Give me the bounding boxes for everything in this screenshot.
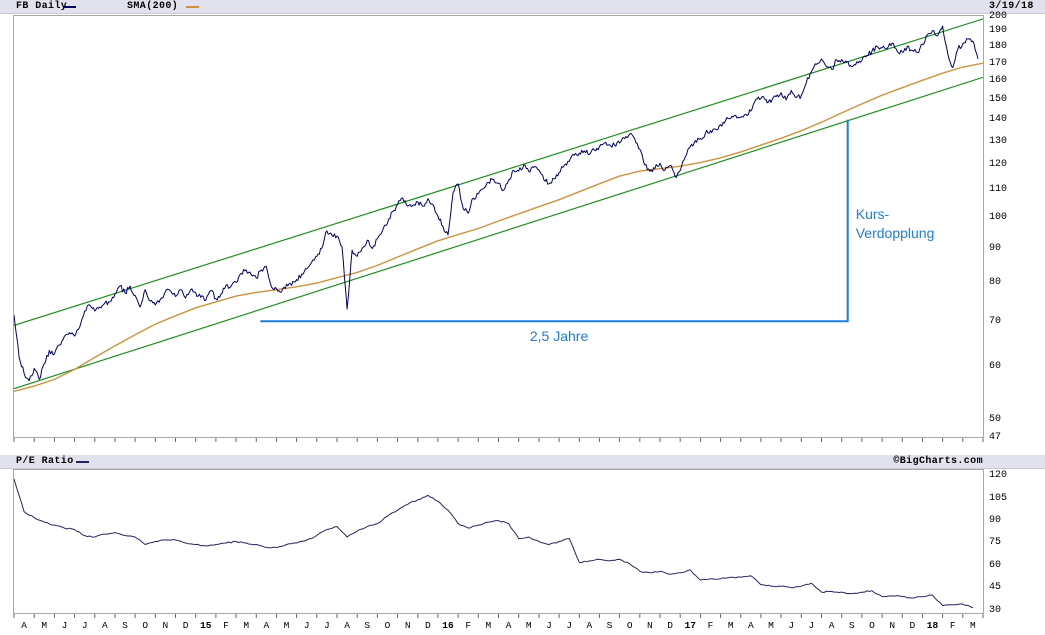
sma-line <box>14 62 983 392</box>
pe-line <box>14 478 974 609</box>
month-label: J <box>788 620 795 631</box>
symbol-label: FB Daily <box>16 1 68 12</box>
y-tick-label: 120 <box>989 159 1008 170</box>
y-tick-label: 60 <box>989 559 1002 571</box>
pe-header: P/E Ratio ©BigCharts.com <box>0 455 1045 469</box>
month-label: D <box>425 620 431 631</box>
doubling-label-line1: Kurs- <box>855 206 890 223</box>
y-tick-label: 180 <box>989 41 1008 53</box>
bigcharts-copyright: ©BigCharts.com <box>893 456 983 467</box>
month-label: 15 <box>200 620 212 631</box>
pe-x-ticks <box>13 614 984 618</box>
pe-y-axis: 120 105 90 75 60 45 30 <box>989 0 1041 635</box>
month-label: N <box>647 620 653 631</box>
doubling-annotation-line <box>260 119 849 323</box>
chart-date: 3/19/18 <box>989 1 1034 12</box>
month-label: M <box>41 620 48 631</box>
month-label: N <box>404 620 411 631</box>
y-tick-label: 90 <box>989 242 1002 254</box>
month-label: A <box>263 620 270 631</box>
y-tick-label: 90 <box>989 515 1002 527</box>
month-label: S <box>122 620 128 631</box>
y-tick-label: 105 <box>989 492 1008 504</box>
month-label: O <box>142 620 149 631</box>
y-tick-label: 130 <box>989 135 1008 147</box>
y-tick-label: 30 <box>989 604 1002 616</box>
month-label: 16 <box>442 620 454 631</box>
month-label: M <box>485 620 492 631</box>
month-label: M <box>243 620 250 631</box>
price-legend-dash-icon <box>63 6 76 8</box>
y-tick-label: 140 <box>989 114 1008 126</box>
month-label: D <box>182 620 189 631</box>
month-label: O <box>869 620 875 631</box>
month-label: N <box>162 620 169 631</box>
y-tick-label: 160 <box>989 75 1008 87</box>
duration-label: 2,5 Jahre <box>529 328 589 345</box>
channel-lower-line <box>14 76 983 390</box>
price-line <box>14 25 979 382</box>
main-chart-header: FB Daily SMA(200) 3/19/18 <box>0 0 1045 14</box>
y-tick-label: 70 <box>989 315 1002 327</box>
month-label: A <box>586 620 593 631</box>
month-label: 17 <box>684 620 696 631</box>
month-label: A <box>344 620 350 631</box>
y-tick-label: 47 <box>989 431 1002 443</box>
month-label: A <box>828 620 835 631</box>
y-tick-label: 170 <box>989 57 1008 69</box>
month-label: 18 <box>926 620 939 631</box>
month-label: A <box>102 620 108 631</box>
month-label: M <box>970 620 976 631</box>
pe-ratio-label: P/E Ratio <box>16 456 74 467</box>
month-label: A <box>748 620 754 631</box>
month-label: F <box>949 620 956 631</box>
month-label: O <box>626 620 633 631</box>
sma-legend-dash-icon <box>186 6 199 8</box>
month-label: S <box>606 620 613 631</box>
pe-legend-dash-icon <box>76 461 89 463</box>
month-label: A <box>21 620 27 631</box>
month-label: J <box>61 620 68 631</box>
y-tick-label: 45 <box>989 582 1002 594</box>
month-label: N <box>889 620 896 631</box>
month-label: F <box>465 620 472 631</box>
price-y-axis: 200 190 180 170 160 150 140 130 120 110 100 90 80 70 6… <box>989 0 1041 635</box>
y-tick-label: 120 <box>989 470 1008 482</box>
month-label: D <box>909 620 916 631</box>
y-tick-label: 80 <box>989 276 1002 288</box>
month-label: S <box>364 620 371 631</box>
month-label: M <box>768 620 774 631</box>
month-label: J <box>566 620 573 631</box>
x-axis-month-labels: A M J J A S O N D 15 F M A M J J A S O N D 16 F M A M J J A S O N D 17 F M A… <box>14 620 994 632</box>
month-label: O <box>384 620 391 631</box>
month-label: M <box>727 620 734 631</box>
month-label: J <box>303 620 310 631</box>
month-label: J <box>81 620 88 631</box>
month-label: F <box>707 620 714 631</box>
month-label: D <box>667 620 673 631</box>
month-label: J <box>546 620 552 631</box>
month-label: M <box>283 620 290 631</box>
sma-label: SMA(200) <box>127 1 179 12</box>
month-label: A <box>505 620 512 631</box>
y-tick-label: 50 <box>989 413 1002 425</box>
channel-upper-line <box>14 18 983 326</box>
y-tick-label: 60 <box>989 360 1002 372</box>
month-label: J <box>324 620 330 631</box>
month-label: S <box>848 620 855 631</box>
month-label: M <box>525 620 532 631</box>
month-label: J <box>808 620 815 631</box>
y-tick-label: 190 <box>989 25 1008 37</box>
price-chart <box>13 15 984 438</box>
doubling-label-line2: Verdopplung <box>855 225 935 242</box>
y-tick-label: 110 <box>989 184 1008 196</box>
y-tick-label: 75 <box>989 537 1002 549</box>
y-tick-label: 150 <box>989 94 1008 106</box>
y-tick-label: 100 <box>989 212 1008 223</box>
price-x-ticks <box>13 438 984 442</box>
month-label: F <box>223 620 229 631</box>
pe-chart <box>13 469 984 614</box>
